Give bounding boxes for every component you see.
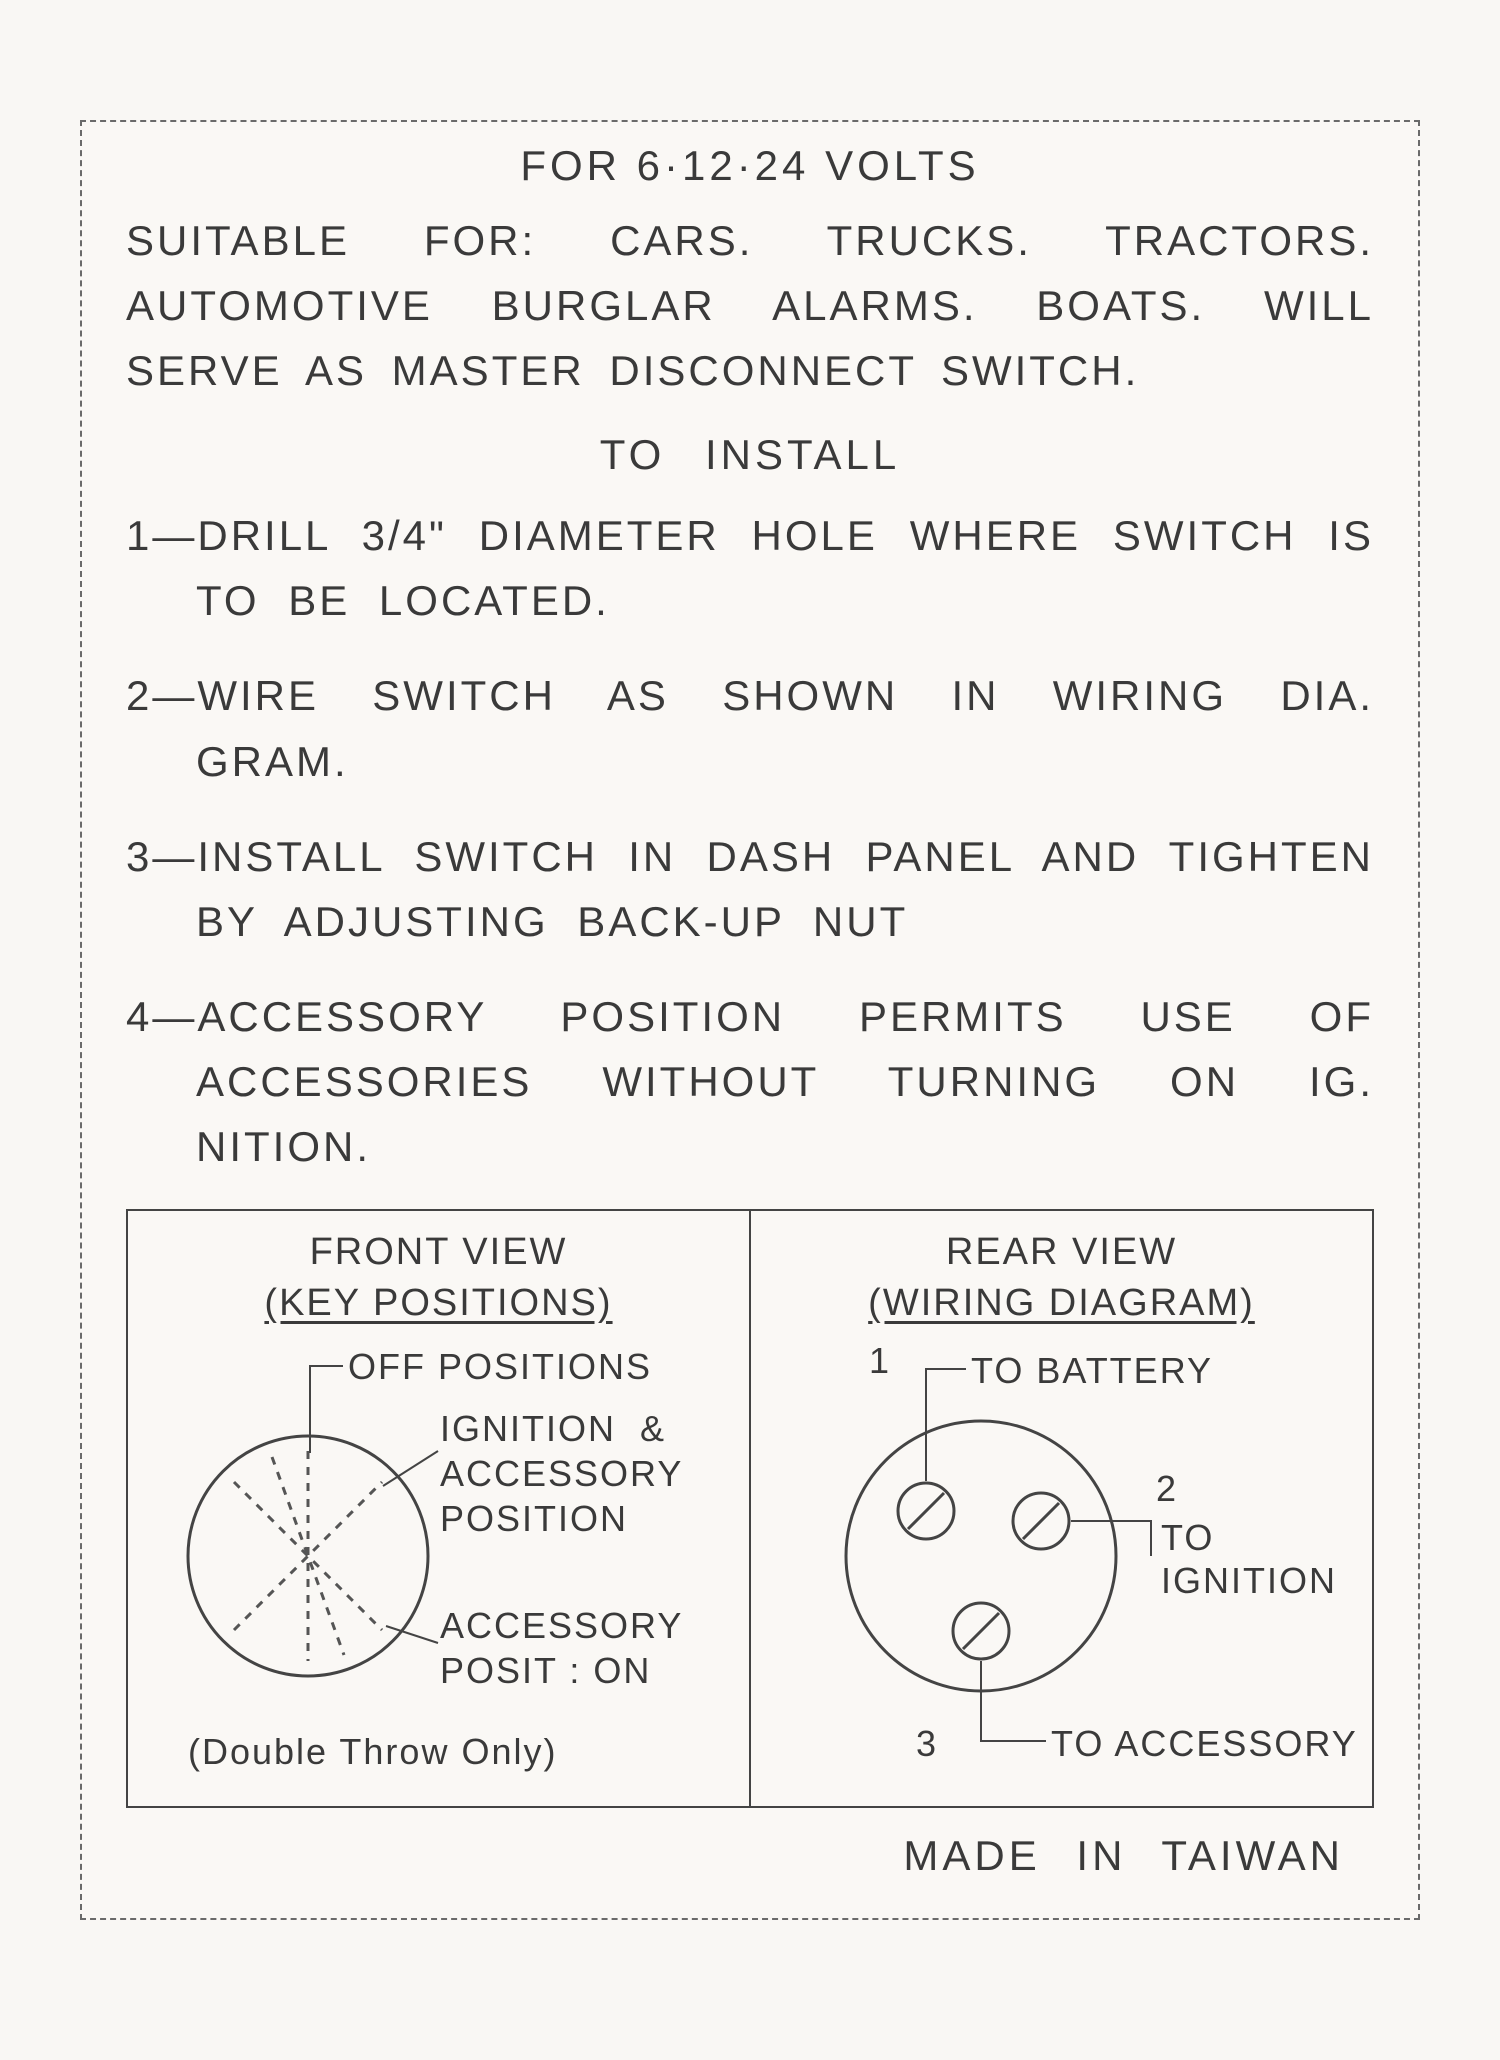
label-ignition-accessory: IGNITION &ACCESSORYPOSITION bbox=[440, 1406, 683, 1541]
label-acc-on-text: ACCESSORYPOSIT : ON bbox=[440, 1605, 683, 1691]
rear-view-panel: REAR VIEW (WIRING DIAGRAM) bbox=[751, 1211, 1372, 1806]
front-view-panel: FRONT VIEW (KEY POSITIONS) bbox=[128, 1211, 751, 1806]
install-heading: TO INSTALL bbox=[126, 431, 1374, 479]
rear-circle bbox=[846, 1421, 1116, 1691]
label-terminal-3: 3 bbox=[916, 1721, 938, 1766]
label-to-battery: TO BATTERY bbox=[971, 1348, 1213, 1393]
suitable-for-text: SUITABLE FOR: CARS. TRUCKS. TRACTORS. AU… bbox=[126, 208, 1374, 403]
page: FOR 6·12·24 VOLTS SUITABLE FOR: CARS. TR… bbox=[0, 0, 1500, 2060]
rear-view-svg bbox=[751, 1211, 1376, 1806]
key-slots bbox=[234, 1451, 382, 1661]
install-step-3: 3—INSTALL SWITCH IN DASH PANEL AND TIGHT… bbox=[126, 824, 1374, 954]
label-to-ignition-text: TOIGNITION bbox=[1161, 1517, 1337, 1601]
label-terminal-2: 2 bbox=[1156, 1466, 1178, 1511]
install-step-4: 4—ACCESSORY POSITION PERMITS USE OF ACCE… bbox=[126, 984, 1374, 1179]
label-accessory-posit-on: ACCESSORYPOSIT : ON bbox=[440, 1603, 683, 1693]
label-off-positions: OFF POSITIONS bbox=[348, 1344, 652, 1389]
made-in-label: MADE IN TAIWAN bbox=[126, 1832, 1374, 1880]
label-to-ignition: TOIGNITION bbox=[1161, 1516, 1337, 1602]
label-terminal-1: 1 bbox=[869, 1338, 891, 1383]
double-throw-note: (Double Throw Only) bbox=[188, 1731, 557, 1773]
volts-line: FOR 6·12·24 VOLTS bbox=[126, 142, 1374, 190]
diagram-box: FRONT VIEW (KEY POSITIONS) bbox=[126, 1209, 1374, 1808]
label-ign-acc-text: IGNITION &ACCESSORYPOSITION bbox=[440, 1408, 683, 1539]
terminals bbox=[898, 1483, 1069, 1659]
label-to-accessory: TO ACCESSORY bbox=[1051, 1721, 1358, 1766]
install-step-1: 1—DRILL 3/4" DIAMETER HOLE WHERE SWITCH … bbox=[126, 503, 1374, 633]
install-step-2: 2—WIRE SWITCH AS SHOWN IN WIRING DIA. GR… bbox=[126, 663, 1374, 793]
instruction-sheet: FOR 6·12·24 VOLTS SUITABLE FOR: CARS. TR… bbox=[80, 120, 1420, 1920]
